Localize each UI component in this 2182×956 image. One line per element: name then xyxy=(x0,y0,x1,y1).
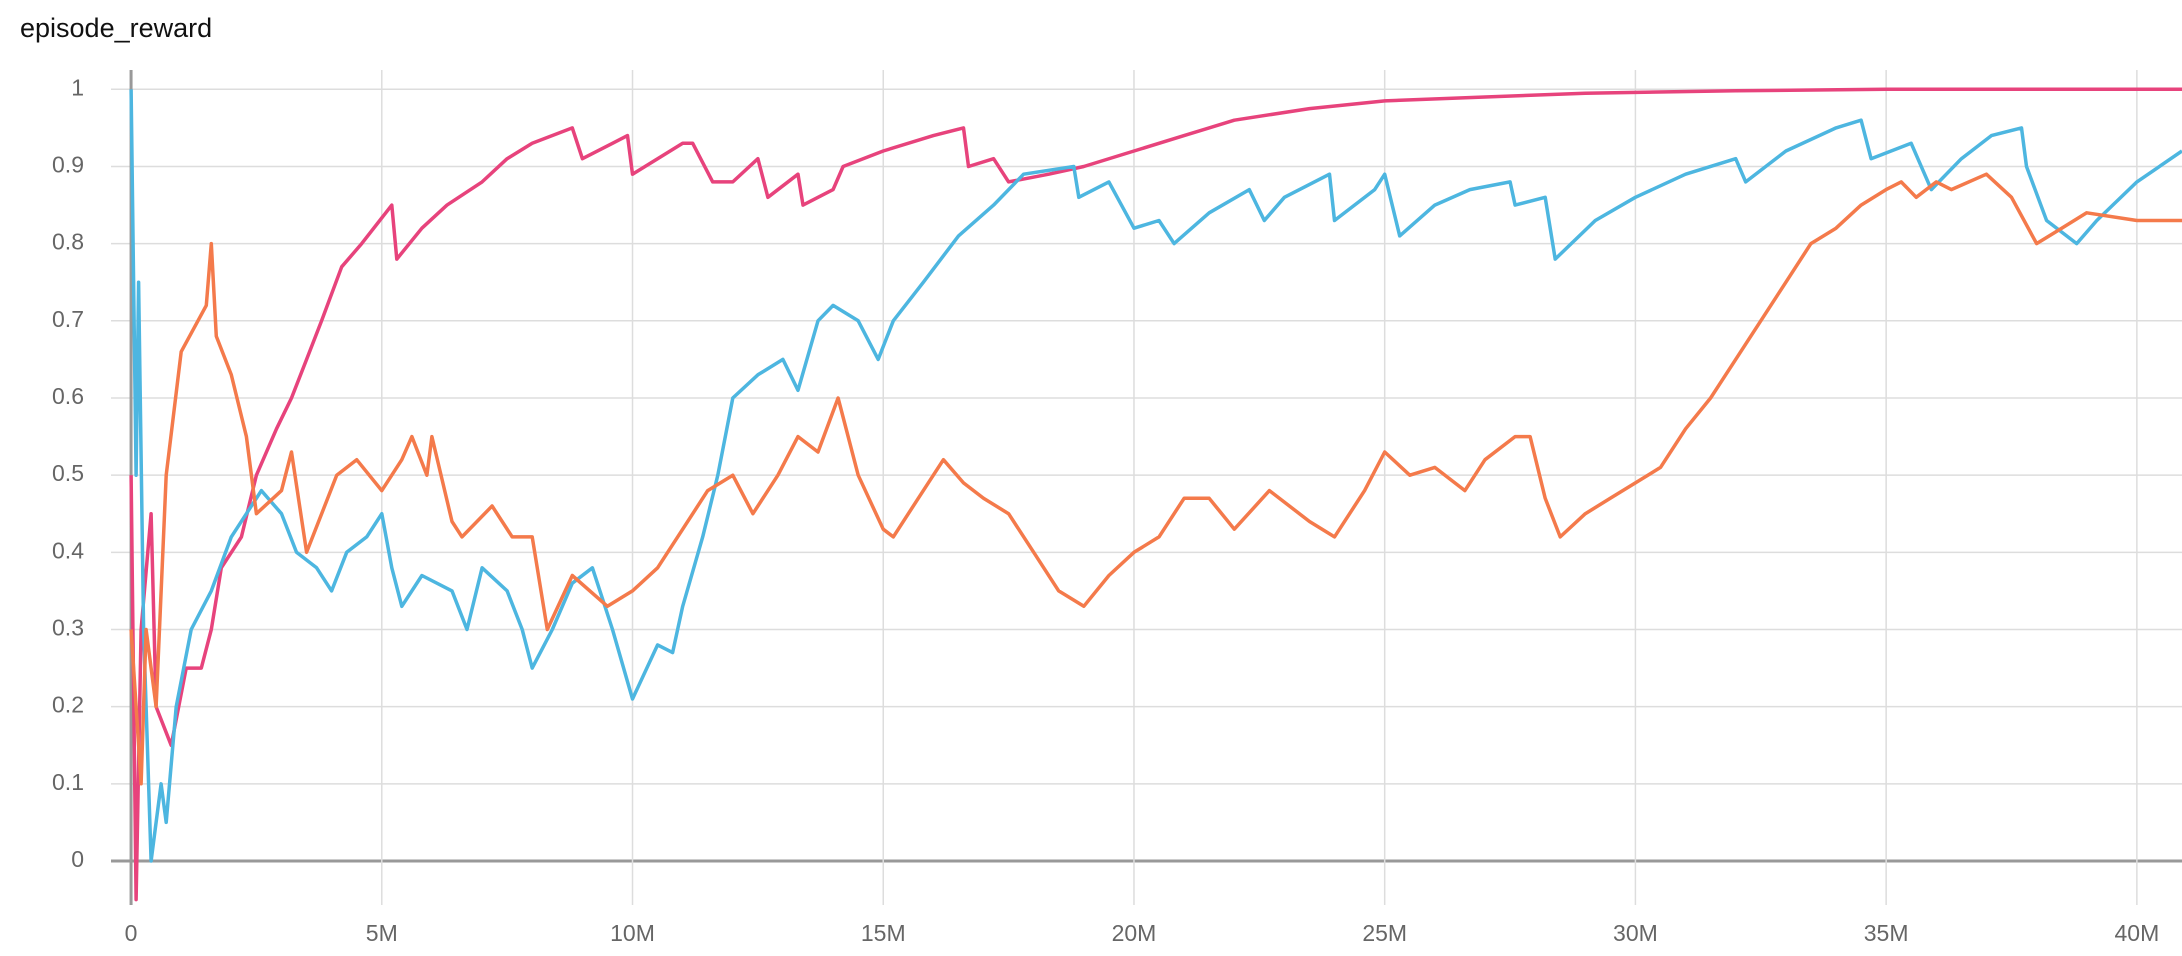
y-tick-label: 0.3 xyxy=(52,615,84,641)
y-tick-label: 0.9 xyxy=(52,152,84,178)
series-line xyxy=(129,87,2182,902)
y-tick-label: 0 xyxy=(71,846,84,872)
x-tick-label: 15M xyxy=(861,920,906,946)
y-tick-label: 0.7 xyxy=(52,306,84,332)
x-tick-label: 20M xyxy=(1112,920,1157,946)
x-tick-label: 25M xyxy=(1362,920,1407,946)
y-tick-label: 1 xyxy=(71,74,84,100)
y-tick-label: 0.1 xyxy=(52,769,84,795)
x-tick-label: 5M xyxy=(366,920,398,946)
x-tick-label: 30M xyxy=(1613,920,1658,946)
y-tick-label: 0.5 xyxy=(52,460,84,486)
x-tick-label: 10M xyxy=(610,920,655,946)
x-tick-label: 40M xyxy=(2114,920,2159,946)
x-tick-label: 0 xyxy=(125,920,138,946)
y-tick-label: 0.6 xyxy=(52,383,84,409)
x-tick-label: 35M xyxy=(1864,920,1909,946)
series-line xyxy=(129,89,2182,863)
y-tick-label: 0.8 xyxy=(52,229,84,255)
y-tick-label: 0.4 xyxy=(52,537,84,563)
series-line xyxy=(129,172,2182,786)
y-tick-label: 0.2 xyxy=(52,692,84,718)
chart-title: episode_reward xyxy=(20,13,212,43)
